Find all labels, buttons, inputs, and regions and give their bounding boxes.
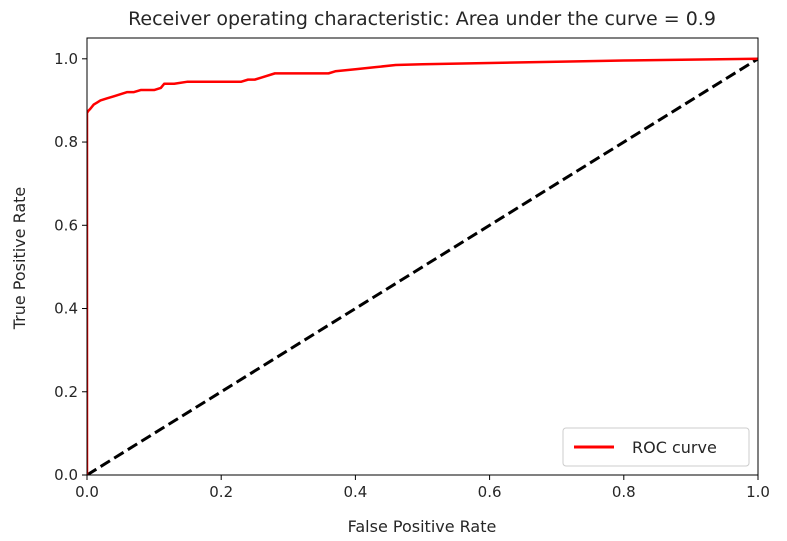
legend: ROC curve — [562, 427, 750, 467]
y-tick-label: 0.6 — [54, 216, 78, 234]
x-axis-label: False Positive Rate — [348, 517, 497, 536]
y-axis-ticks: 0.0 0.2 0.4 0.6 0.8 1.0 — [54, 50, 87, 484]
x-tick-label: 0.8 — [612, 483, 636, 501]
chart-title: Receiver operating characteristic: Area … — [128, 8, 716, 30]
legend-label-roc-curve: ROC curve — [632, 438, 717, 457]
x-tick-label: 1.0 — [746, 483, 770, 501]
x-tick-label: 0.0 — [75, 483, 99, 501]
axes-frame — [86, 37, 759, 476]
x-axis-ticks: 0.0 0.2 0.4 0.6 0.8 1.0 — [75, 475, 770, 501]
y-tick-label: 0.2 — [54, 383, 78, 401]
series-line-roc-curve — [87, 57, 758, 475]
y-tick-label: 1.0 — [54, 50, 78, 68]
x-tick-label: 0.2 — [209, 483, 233, 501]
y-tick-label: 0.4 — [54, 300, 78, 318]
y-tick-label: 0.0 — [54, 466, 78, 484]
plot-area — [87, 57, 758, 475]
x-tick-label: 0.6 — [478, 483, 502, 501]
series-line-reference-diagonal — [87, 57, 758, 475]
y-axis-label: True Positive Rate — [10, 187, 29, 331]
y-tick-label: 0.8 — [54, 133, 78, 151]
x-tick-label: 0.4 — [343, 483, 367, 501]
legend-box — [562, 427, 750, 467]
